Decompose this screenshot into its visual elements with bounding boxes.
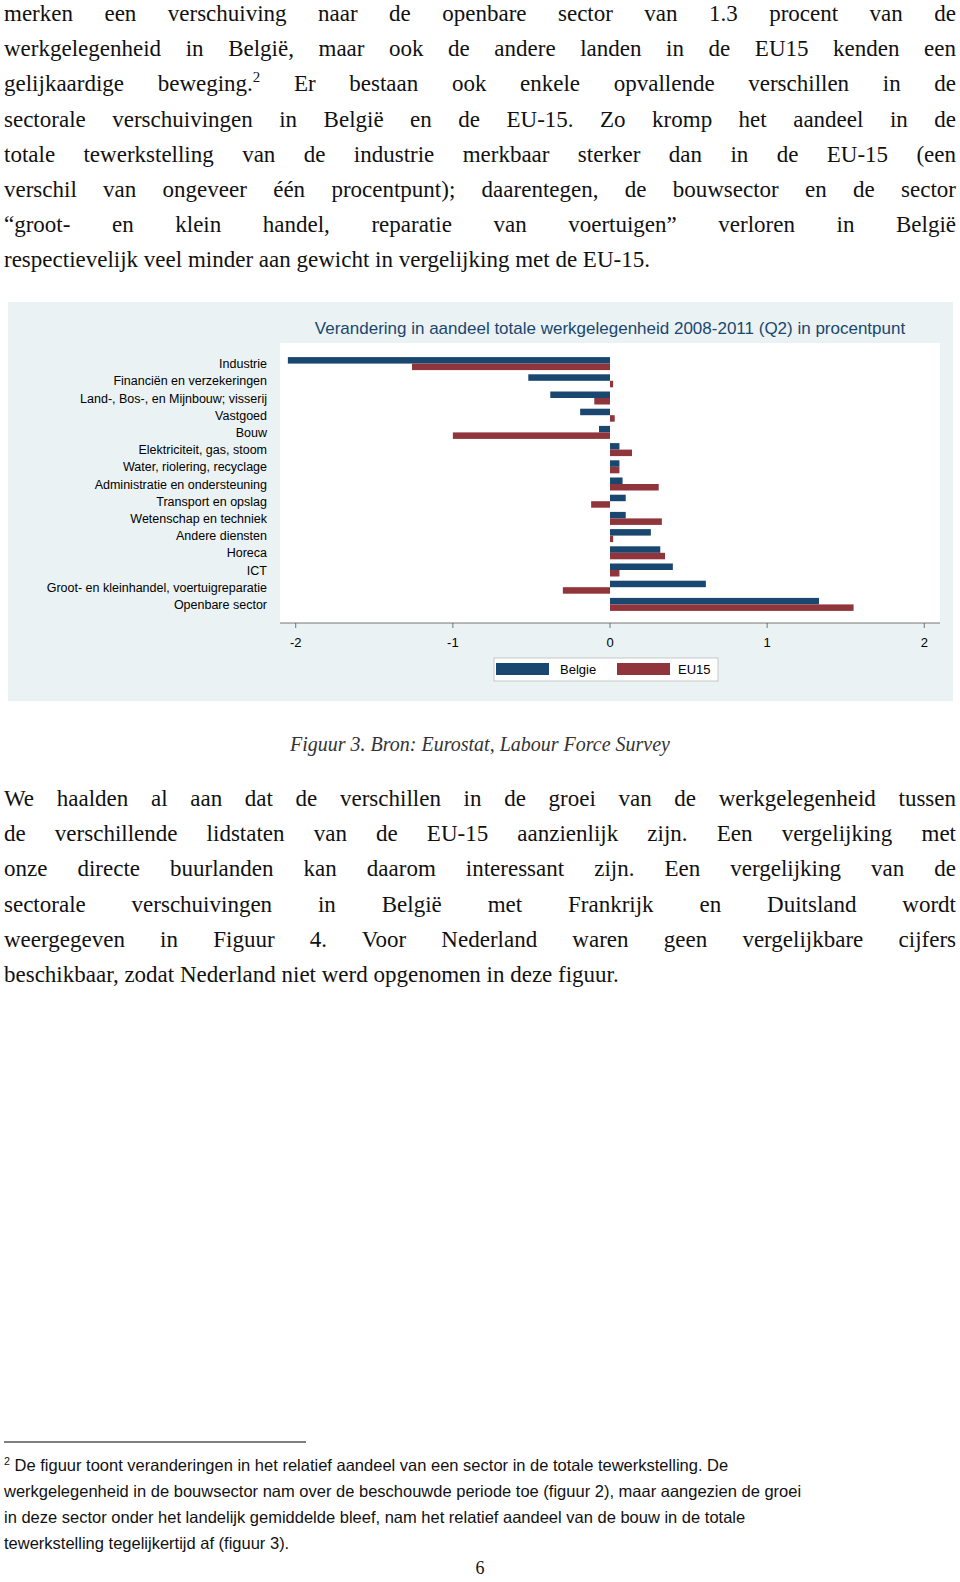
x-tick <box>452 623 453 628</box>
bar <box>591 501 610 508</box>
bar <box>563 587 610 594</box>
bar <box>610 564 673 571</box>
bar <box>610 518 662 525</box>
text: gelijkaardige beweging. <box>4 71 253 96</box>
x-tick-label: 2 <box>921 635 928 650</box>
bar <box>610 460 619 467</box>
x-axis <box>280 623 940 624</box>
page-number: 6 <box>0 1558 960 1579</box>
bar <box>610 536 613 543</box>
x-tick-label: 0 <box>606 635 613 650</box>
bar <box>610 450 632 457</box>
bar <box>610 570 619 577</box>
bar <box>610 529 651 536</box>
plot-region <box>280 343 940 623</box>
category-label: Groot- en kleinhandel, voertuigreparatie <box>47 581 267 595</box>
bar <box>528 374 610 381</box>
footnote-rule <box>4 1442 306 1443</box>
x-tick-label: 1 <box>764 635 771 650</box>
category-label: Elektriciteit, gas, stoom <box>138 443 267 457</box>
footnote-line: tewerkstelling tegelijkertijd af (figuur… <box>4 1533 956 1553</box>
text-line: respectievelijk veel minder aan gewicht … <box>4 246 956 274</box>
figure-caption: Figuur 3. Bron: Eurostat, Labour Force S… <box>0 733 960 756</box>
text: tewerkstelling tegelijkertijd af (figuur… <box>4 1534 289 1552</box>
x-tick <box>610 623 611 628</box>
text-line: beschikbaar, zodat Nederland niet werd o… <box>4 961 956 989</box>
bar <box>288 357 610 364</box>
text-line: totale tewerkstelling van de industrie m… <box>4 141 956 169</box>
text-line: sectorale verschuivingen in België met F… <box>4 891 956 919</box>
bar <box>610 443 619 450</box>
text-line: merken een verschuiving naar de openbare… <box>4 0 956 28</box>
text-line: werkgelegenheid in België, maar ook de a… <box>4 35 956 63</box>
bar <box>594 398 610 405</box>
bars <box>288 357 854 611</box>
category-label: Vastgoed <box>215 409 267 423</box>
text-line: sectorale verschuivingen in België en de… <box>4 106 956 134</box>
bar <box>412 364 610 371</box>
text: Er bestaan ook enkele opvallende verschi… <box>260 71 956 96</box>
bar <box>580 409 610 416</box>
legend-box <box>494 658 718 681</box>
text: werkgelegenheid in de bouwsector nam ove… <box>4 1482 801 1500</box>
bar <box>550 392 610 399</box>
x-tick <box>295 623 296 628</box>
text-line: verschil van ongeveer één procentpunt); … <box>4 176 956 204</box>
x-tick-label: -1 <box>447 635 459 650</box>
category-label: Water, riolering, recyclage <box>123 460 267 474</box>
bar <box>610 553 665 560</box>
category-label: Transport en opslag <box>156 495 267 509</box>
bar <box>610 598 819 605</box>
category-label: Openbare sector <box>174 598 267 612</box>
text: in deze sector onder het landelijk gemid… <box>4 1508 745 1526</box>
x-tick-label: -2 <box>290 635 302 650</box>
footnote-line: werkgelegenheid in de bouwsector nam ove… <box>4 1481 956 1501</box>
bar <box>610 604 854 611</box>
bar <box>599 426 610 433</box>
footnote-line: in deze sector onder het landelijk gemid… <box>4 1507 956 1527</box>
category-label: Land-, Bos-, en Mijnbouw; visserij <box>80 392 267 406</box>
text-line: We haalden al aan dat de verschillen in … <box>4 785 956 813</box>
x-tick <box>924 623 925 628</box>
bar <box>610 546 660 553</box>
bar <box>610 512 626 519</box>
category-label: Wetenschap en techniek <box>130 512 267 526</box>
bar <box>610 467 619 474</box>
bar <box>610 415 615 422</box>
bar <box>610 581 706 588</box>
chart: Verandering in aandeel totale werkgelege… <box>0 0 960 1582</box>
legend-label: Belgie <box>560 662 596 677</box>
category-label: Financiën en verzekeringen <box>113 374 267 388</box>
graph-region <box>8 302 953 701</box>
chart-title: Verandering in aandeel totale werkgelege… <box>315 319 906 338</box>
legend-label: EU15 <box>678 662 711 677</box>
text-line: “groot- en klein handel, reparatie van v… <box>4 211 956 239</box>
bar <box>610 484 659 491</box>
x-tick <box>767 623 768 628</box>
legend: Belgie EU15 <box>494 658 718 681</box>
category-label: Industrie <box>219 357 267 371</box>
category-label: Administratie en ondersteuning <box>95 478 267 492</box>
category-label: Horeca <box>227 546 267 560</box>
category-label: Bouw <box>236 426 268 440</box>
footnote-line: 2 De figuur toont veranderingen in het r… <box>4 1455 956 1475</box>
bar <box>453 432 610 439</box>
bar <box>610 381 613 388</box>
bar <box>610 495 626 502</box>
bar <box>610 478 623 485</box>
footnote-marker: 2 <box>4 1455 10 1467</box>
text: De figuur toont veranderingen in het rel… <box>10 1456 728 1474</box>
text-line: gelijkaardige beweging.2 Er bestaan ook … <box>4 70 956 98</box>
category-label: ICT <box>247 564 268 578</box>
category-label: Andere diensten <box>176 529 267 543</box>
legend-swatch <box>617 663 670 675</box>
text-line: de verschillende lidstaten van de EU-15 … <box>4 820 956 848</box>
legend-swatch <box>496 663 549 675</box>
text-line: weergegeven in Figuur 4. Voor Nederland … <box>4 926 956 954</box>
footnote-ref: 2 <box>253 70 260 86</box>
text-line: onze directe buurlanden kan daarom inter… <box>4 855 956 883</box>
